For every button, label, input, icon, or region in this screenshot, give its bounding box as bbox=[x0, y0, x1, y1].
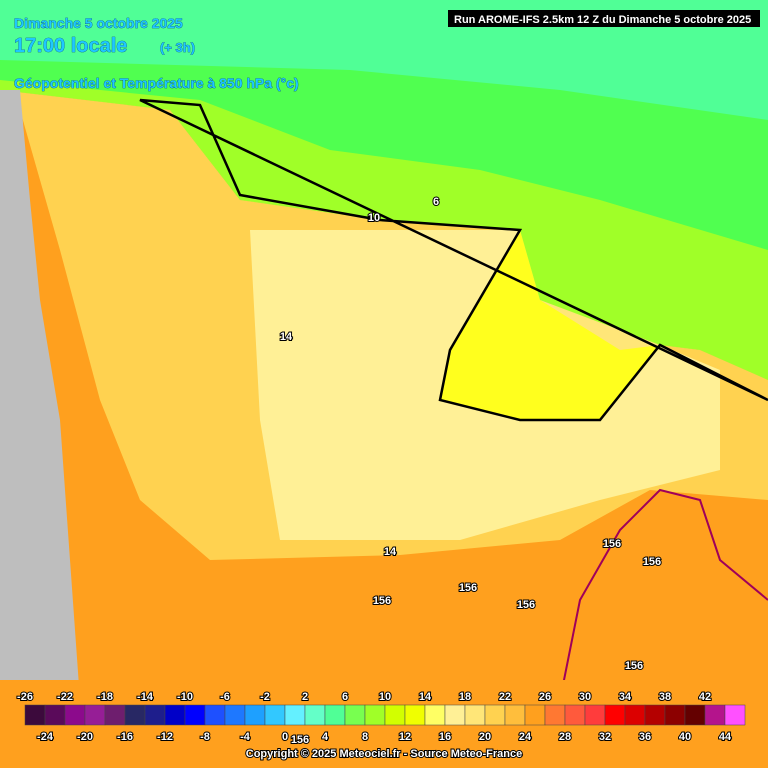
color-swatch bbox=[404, 704, 426, 726]
color-swatch bbox=[304, 704, 326, 726]
time: 17:00 locale bbox=[14, 35, 127, 57]
scale-label: 44 bbox=[719, 731, 732, 743]
scale-label: -8 bbox=[200, 731, 210, 743]
scale-label: 28 bbox=[559, 731, 571, 743]
scale-label: -12 bbox=[157, 731, 173, 743]
contour-label: 156 bbox=[643, 556, 661, 568]
color-swatch bbox=[164, 704, 186, 726]
color-swatch bbox=[624, 704, 646, 726]
scale-label: 42 bbox=[699, 691, 711, 703]
color-swatch bbox=[364, 704, 386, 726]
contour-line bbox=[139, 98, 768, 422]
color-swatch bbox=[184, 704, 206, 726]
color-swatch bbox=[724, 704, 746, 726]
scale-label: 22 bbox=[499, 691, 511, 703]
scale-label: -2 bbox=[260, 691, 270, 703]
ocean-mask bbox=[0, 90, 80, 768]
contour-label: 156 bbox=[459, 582, 477, 594]
color-swatch bbox=[224, 704, 246, 726]
color-swatch bbox=[564, 704, 586, 726]
contour-label: 156 bbox=[517, 599, 535, 611]
color-swatch bbox=[464, 704, 486, 726]
color-swatch bbox=[664, 704, 686, 726]
color-swatch bbox=[604, 704, 626, 726]
color-swatch bbox=[84, 704, 106, 726]
scale-label: -16 bbox=[117, 731, 133, 743]
scale-label: 34 bbox=[619, 691, 632, 703]
color-swatch bbox=[684, 704, 706, 726]
scale-label: -6 bbox=[220, 691, 230, 703]
scale-label: 14 bbox=[419, 691, 432, 703]
color-swatch bbox=[444, 704, 466, 726]
color-swatch bbox=[504, 704, 526, 726]
color-swatch bbox=[244, 704, 266, 726]
contour-label: 156 bbox=[373, 595, 391, 607]
scale-label: -20 bbox=[77, 731, 93, 743]
scale-label: 12 bbox=[399, 731, 411, 743]
scale-label: 4 bbox=[322, 731, 329, 743]
run-banner bbox=[448, 10, 760, 27]
scale-label: -24 bbox=[37, 731, 54, 743]
scale-label: 40 bbox=[679, 731, 691, 743]
color-swatch bbox=[524, 704, 546, 726]
run-info: Run AROME-IFS 2.5km 12 Z du Dimanche 5 o… bbox=[454, 14, 751, 26]
color-swatch bbox=[704, 704, 726, 726]
copyright: Copyright © 2025 Meteociel.fr - Source M… bbox=[246, 748, 522, 760]
scale-label: 18 bbox=[459, 691, 471, 703]
scale-label: 10 bbox=[379, 691, 391, 703]
color-swatch bbox=[284, 704, 306, 726]
scale-label: 36 bbox=[639, 731, 651, 743]
scale-label: 20 bbox=[479, 731, 491, 743]
color-swatch bbox=[384, 704, 406, 726]
color-swatch bbox=[644, 704, 666, 726]
scale-label: 2 bbox=[302, 691, 308, 703]
color-swatch bbox=[124, 704, 146, 726]
color-swatch bbox=[324, 704, 346, 726]
contour-label: 156 bbox=[625, 660, 643, 672]
color-swatch bbox=[584, 704, 606, 726]
color-swatch bbox=[344, 704, 366, 726]
scale-label: 24 bbox=[519, 731, 532, 743]
color-swatch bbox=[204, 704, 226, 726]
color-swatch bbox=[44, 704, 66, 726]
contour-line bbox=[559, 488, 768, 701]
scale-label: -18 bbox=[97, 691, 113, 703]
contour-label: 14 bbox=[280, 331, 293, 343]
region-temp-15 bbox=[250, 230, 720, 540]
region-temp-4 bbox=[0, 0, 768, 120]
color-swatch bbox=[264, 704, 286, 726]
color-swatch bbox=[484, 704, 506, 726]
scale-label: -4 bbox=[240, 731, 251, 743]
color-swatch bbox=[104, 704, 126, 726]
offset: (+ 3h) bbox=[160, 40, 195, 55]
color-swatch bbox=[544, 704, 566, 726]
scale-label: 16 bbox=[439, 731, 451, 743]
scale-label: 0 bbox=[282, 731, 288, 743]
contour-label: 14 bbox=[384, 546, 397, 558]
scale-label: -26 bbox=[17, 691, 33, 703]
color-swatch bbox=[64, 704, 86, 726]
scale-label: -10 bbox=[177, 691, 193, 703]
color-swatch bbox=[144, 704, 166, 726]
contour-label: 10 bbox=[368, 212, 380, 224]
scale-label: 32 bbox=[599, 731, 611, 743]
color-swatch bbox=[24, 704, 46, 726]
color-swatch bbox=[424, 704, 446, 726]
scale-label: 30 bbox=[579, 691, 591, 703]
parameter: Géopotentiel et Température à 850 hPa (°… bbox=[14, 75, 299, 91]
scale-label: -22 bbox=[57, 691, 73, 703]
contour-label: 6 bbox=[433, 196, 439, 208]
scale-label: 8 bbox=[362, 731, 368, 743]
scale-label: -14 bbox=[137, 691, 154, 703]
scale-label: 26 bbox=[539, 691, 551, 703]
region-temp-16 bbox=[440, 230, 660, 420]
scale-label: 6 bbox=[342, 691, 348, 703]
contour-label: 156 bbox=[603, 538, 621, 550]
date: Dimanche 5 octobre 2025 bbox=[14, 15, 183, 31]
contour-label: 156 bbox=[291, 734, 309, 746]
scale-label: 38 bbox=[659, 691, 671, 703]
